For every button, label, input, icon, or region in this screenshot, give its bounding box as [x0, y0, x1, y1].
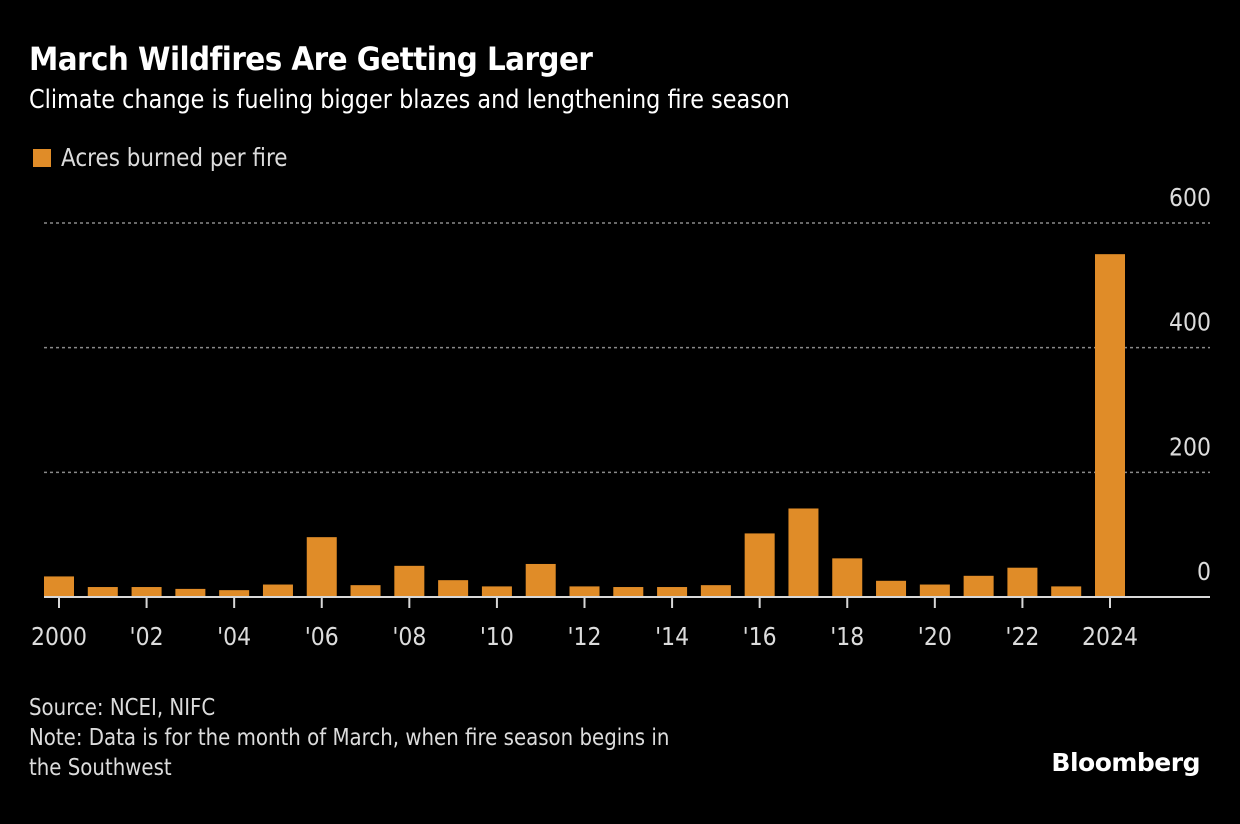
x-tick-label: '10	[480, 622, 514, 652]
legend-label: Acres burned per fire	[61, 143, 288, 172]
bar-2013	[613, 587, 644, 597]
footer: Source: NCEI, NIFC Note: Data is for the…	[29, 693, 669, 783]
y-axis-labels: 0 200 400 600	[1169, 183, 1211, 587]
x-tick-label: '20	[918, 622, 952, 652]
legend: Acres burned per fire	[33, 143, 324, 172]
bar-2003	[175, 588, 206, 597]
chart-title: March Wildfires Are Getting Larger	[29, 40, 593, 78]
bar-2009	[438, 580, 469, 597]
gridlines	[44, 222, 1210, 474]
bar-2001	[87, 587, 118, 597]
x-tick-label: 2024	[1082, 622, 1138, 652]
bar-2005	[262, 584, 293, 597]
bar-2017	[788, 508, 819, 597]
x-tick-label: '02	[130, 622, 164, 652]
chart-subtitle: Climate change is fueling bigger blazes …	[29, 85, 790, 115]
x-tick-label: '12	[567, 622, 601, 652]
bar-2000	[44, 576, 74, 597]
bars	[44, 254, 1125, 597]
data-note-line-1: Note: Data is for the month of March, wh…	[29, 725, 670, 751]
bar-2020	[919, 584, 950, 597]
y-tick-label: 400	[1169, 307, 1211, 337]
x-tick-label: '18	[830, 622, 864, 652]
x-tick-label: '16	[743, 622, 777, 652]
y-tick-label: 600	[1169, 183, 1211, 213]
bar-2022	[1007, 567, 1038, 597]
y-tick-label: 200	[1169, 432, 1211, 462]
source-note: Source: NCEI, NIFC	[29, 695, 216, 721]
x-tick-label: 2000	[31, 622, 87, 652]
bar-2023	[1051, 586, 1082, 597]
x-axis	[44, 596, 1210, 608]
bar-2016	[744, 533, 775, 597]
bar-2011	[525, 563, 556, 597]
x-axis-labels: 2000 '02 '04 '06 '08 '10 '12 '14 '16 '18 '20 '22 202…	[31, 622, 1138, 652]
bar-2004	[219, 590, 250, 597]
bloomberg-logo: Bloomberg	[1051, 748, 1200, 777]
bar-2002	[131, 587, 162, 597]
bar-2006	[306, 537, 337, 597]
bar-2024	[1095, 254, 1125, 597]
bar-2012	[569, 586, 600, 597]
x-tick-label: '06	[305, 622, 339, 652]
x-tick-label: '14	[655, 622, 689, 652]
y-tick-label: 0	[1197, 557, 1211, 587]
bar-2018	[832, 558, 863, 597]
x-tick-label: '22	[1005, 622, 1039, 652]
bar-2015	[700, 585, 731, 597]
bar-2010	[481, 586, 512, 597]
bar-2007	[350, 585, 381, 597]
bar-2021	[963, 575, 994, 597]
x-tick-label: '08	[392, 622, 426, 652]
x-tick-label: '04	[217, 622, 251, 652]
bar-2014	[657, 587, 688, 597]
bar-2008	[394, 565, 425, 597]
bar-2019	[876, 580, 907, 597]
legend-swatch	[33, 148, 51, 167]
data-note-line-2: the Southwest	[29, 755, 172, 781]
